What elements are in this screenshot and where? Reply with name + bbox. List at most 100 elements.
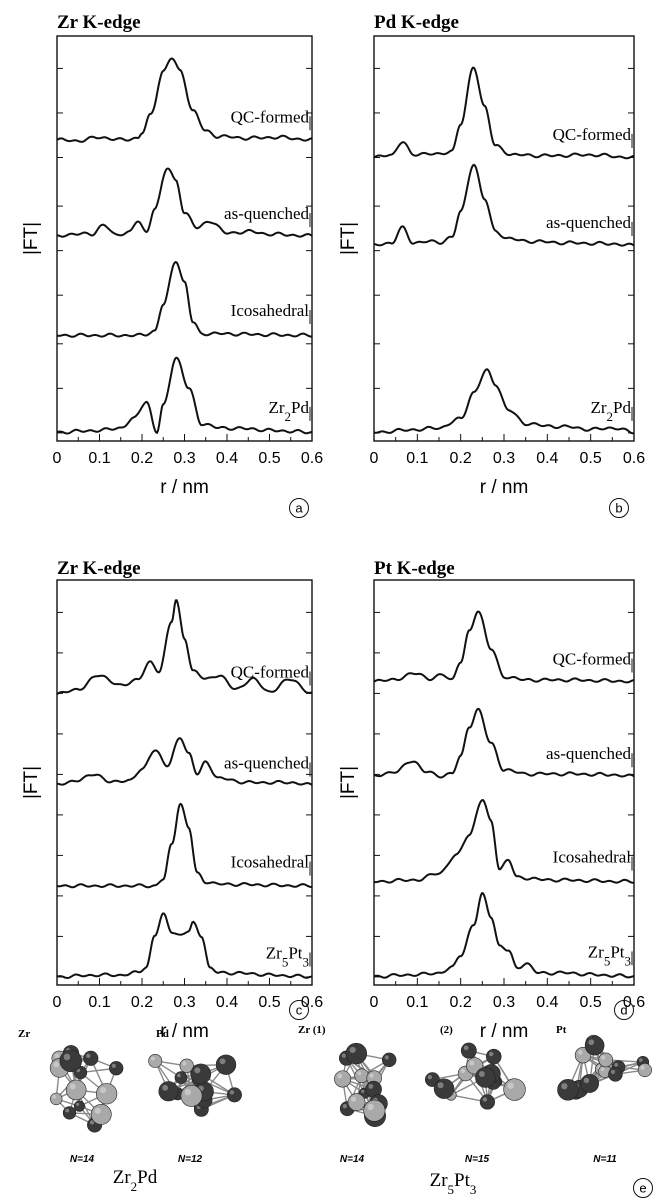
atom [608,1067,623,1082]
panel-letter: e [633,1178,653,1198]
atom [148,1054,163,1068]
compound-label: Zr2Pd [113,1167,158,1194]
x-tick-label: 0 [53,450,62,467]
atom-highlight [469,1060,475,1066]
atom [584,1035,605,1056]
series-line-1 [373,163,635,247]
atom-highlight [94,1107,101,1114]
x-axis-label: r / nm [160,1021,209,1042]
svg-text:c: c [296,1003,303,1018]
y-axis-label: |FT| [21,766,42,799]
coordination-number: N=14 [70,1154,95,1165]
atom [580,1074,599,1093]
atom-highlight [111,1063,116,1068]
atom [363,1099,386,1122]
y-axis-label: |FT| [338,222,359,255]
x-tick-label: 0.5 [580,450,602,467]
atom [433,1078,455,1099]
atom [226,1087,242,1103]
panel-title: Zr K-edge [57,12,141,33]
atom-highlight [52,1095,56,1099]
atom [90,1104,112,1125]
svg-text:a: a [295,501,303,516]
atom-highlight [184,1088,191,1096]
atom-highlight [162,1084,169,1091]
coordination-number: N=15 [465,1154,490,1165]
x-tick-label: 0.4 [216,450,238,467]
y-axis-label: |FT| [21,222,42,255]
x-tick-label: 0.1 [88,450,110,467]
atom-highlight [600,1067,605,1072]
atom [158,1081,179,1102]
x-tick-label: 0.6 [623,450,645,467]
series-label: as-quenched [224,204,309,223]
atom [334,1070,352,1088]
y-axis-label: |FT| [338,766,359,799]
series-label: QC-formed [553,125,632,144]
series-label: Icosahedral [231,301,310,320]
atom-highlight [69,1083,76,1090]
atom-highlight [76,1102,80,1106]
series-label: Zr5Pt3 [266,944,309,970]
atom [59,1049,82,1072]
atom-highlight [639,1058,643,1062]
panel-a: Zr K-edge 0 0.1 0.2 0.3 0.4 0.5 0.6 r / nm |FT| a Q… [21,12,323,518]
atom-highlight [337,1073,343,1079]
atom-highlight [349,1046,356,1054]
series-line-2 [56,260,313,338]
atom-highlight [561,1083,568,1090]
atom [174,1071,188,1084]
atom [637,1062,652,1078]
panel-c: Zr K-edge 0 0.1 0.2 0.3 0.4 0.5 0.6 r / nm |FT| c Q… [21,558,323,1042]
cluster-label: Zr [18,1028,30,1040]
atom [83,1050,99,1066]
series-label: Icosahedral [553,848,632,867]
coordination-number: N=11 [593,1154,617,1165]
x-tick-label: 0.6 [623,994,645,1011]
series-line-1 [56,737,313,786]
svg-text:e: e [639,1181,646,1196]
atom-highlight [150,1056,155,1061]
atom-highlight [194,1067,201,1074]
x-tick-label: 0.5 [580,994,602,1011]
series-line-0 [373,610,635,684]
atom-highlight [368,1084,374,1089]
panel-letter: c [289,1000,309,1020]
panel-title: Pt K-edge [374,558,455,579]
cluster-model [334,1042,397,1127]
x-tick-label: 0.6 [301,994,323,1011]
x-tick-label: 0.1 [406,994,428,1011]
atom-highlight [219,1058,226,1065]
cluster-group: Zr (1) N=14 (2) N=15 Pt N=11 Zr5Pt3 [298,1024,652,1197]
atom [215,1054,237,1075]
cluster-label: (2) [440,1024,453,1036]
x-tick-label: 0.4 [536,994,558,1011]
coordination-number: N=12 [178,1154,203,1165]
panel-d: Pt K-edge 0 0.1 0.2 0.3 0.4 0.5 0.6 r / nm |FT| d Q… [338,558,645,1042]
atom [180,1084,203,1107]
cluster-model [148,1054,242,1117]
series-label: Icosahedral [231,853,310,872]
x-tick-label: 0.5 [258,450,280,467]
x-axis-label: r / nm [160,477,209,498]
atom-highlight [583,1077,590,1084]
atom-highlight [384,1055,389,1060]
atom [62,1106,77,1120]
atom-highlight [478,1071,485,1077]
series-line-3 [56,912,313,980]
series-label: as-quenched [224,753,309,772]
series-label: QC-formed [553,649,632,668]
atom-highlight [427,1074,433,1080]
atom [486,1048,502,1065]
panel-letter: a [289,498,309,518]
x-tick-label: 0.4 [216,994,238,1011]
x-tick-label: 0.3 [173,450,195,467]
series-line-2 [373,368,634,435]
x-tick-label: 0.3 [173,994,195,1011]
atom-highlight [488,1051,494,1057]
series-line-0 [56,599,313,695]
atom [503,1078,526,1101]
svg-text:b: b [615,501,622,516]
atom [475,1067,496,1088]
cluster-model [425,1042,526,1110]
